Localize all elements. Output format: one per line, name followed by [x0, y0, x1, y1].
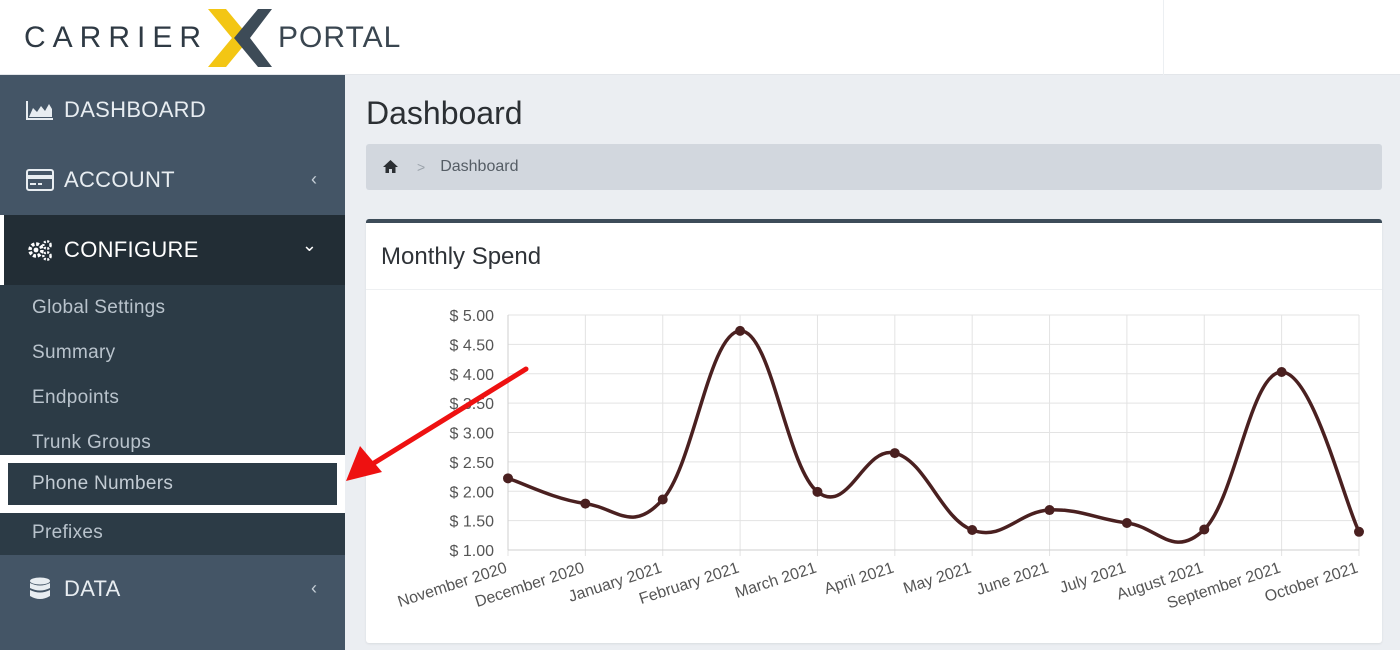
- y-tick-label: $ 4.00: [450, 367, 495, 384]
- sidebar-item-label: ACCOUNT: [64, 167, 175, 192]
- header-divider: [1163, 0, 1164, 75]
- submenu-item-summary[interactable]: Summary: [32, 341, 116, 363]
- logo-carrier-text: CARRIER: [24, 21, 209, 54]
- top-header: CARRIER PORTAL: [0, 0, 1400, 75]
- breadcrumb-separator: >: [417, 159, 426, 175]
- sidebar-item-configure[interactable]: CONFIGURE ⌄: [0, 215, 345, 285]
- chevron-left-icon: ‹: [311, 169, 317, 189]
- x-tick-label: April 2021: [822, 560, 896, 598]
- submenu-item-trunk-groups[interactable]: Trunk Groups: [32, 431, 152, 453]
- data-point: [503, 473, 513, 484]
- submenu-item-global-settings[interactable]: Global Settings: [32, 296, 166, 318]
- home-icon[interactable]: [382, 159, 400, 175]
- data-point: [812, 486, 823, 497]
- card-title: Monthly Spend: [381, 243, 542, 270]
- submenu-item-phone-numbers[interactable]: Phone Numbers: [8, 463, 337, 505]
- credit-card-icon: [25, 169, 55, 191]
- series-line: [507, 329, 1361, 544]
- y-tick-label: $ 2.00: [450, 484, 495, 501]
- red-annotation-arrow-icon: [346, 366, 529, 481]
- card-divider: [366, 289, 1382, 290]
- data-point: [1044, 505, 1055, 516]
- sidebar-item-label: DASHBOARD: [64, 97, 207, 122]
- y-tick-label: $ 1.00: [450, 543, 495, 560]
- x-tick-label: June 2021: [974, 560, 1050, 599]
- x-tick-label: May 2021: [901, 560, 973, 598]
- y-tick-label: $ 2.50: [450, 455, 495, 472]
- y-tick-label: $ 5.00: [450, 308, 495, 325]
- sidebar-item-label: DATA: [64, 576, 121, 601]
- data-point: [580, 498, 591, 509]
- data-point: [735, 325, 746, 336]
- y-tick-label: $ 1.50: [450, 514, 495, 531]
- gears-icon: [25, 239, 55, 261]
- phone-numbers-highlight-frame: Phone Numbers: [0, 455, 345, 513]
- sidebar-item-label: CONFIGURE: [64, 237, 199, 262]
- monthly-spend-chart: $ 5.00$ 4.50$ 4.00$ 3.50$ 3.00$ 2.50$ 2.…: [396, 308, 1364, 612]
- y-tick-label: $ 4.50: [450, 337, 495, 354]
- submenu-item-endpoints[interactable]: Endpoints: [32, 386, 120, 408]
- data-point: [889, 448, 900, 459]
- logo-portal-text: PORTAL: [278, 21, 402, 54]
- chevron-down-icon: ⌄: [301, 235, 317, 255]
- data-point: [967, 525, 978, 536]
- chevron-left-icon: ‹: [311, 578, 317, 598]
- page-title: Dashboard: [366, 95, 523, 131]
- sidebar: DASHBOARD ACCOUNT ‹ CONFIGURE ⌄ Global S…: [0, 75, 345, 650]
- configure-submenu: Global Settings Summary Endpoints Trunk …: [0, 285, 345, 555]
- area-chart-icon: [25, 99, 55, 121]
- carrierx-logo[interactable]: CARRIER PORTAL: [24, 8, 401, 68]
- breadcrumb-current: Dashboard: [440, 158, 519, 175]
- data-point: [1199, 524, 1210, 535]
- y-tick-label: $ 3.00: [450, 426, 495, 443]
- x-tick-label: March 2021: [733, 560, 819, 602]
- sidebar-item-data[interactable]: DATA ‹: [0, 554, 345, 624]
- data-point: [1354, 526, 1364, 537]
- data-point: [657, 494, 668, 505]
- database-icon: [25, 577, 55, 600]
- submenu-item-prefixes[interactable]: Prefixes: [32, 521, 104, 543]
- breadcrumb: > Dashboard: [366, 144, 1382, 190]
- sidebar-item-account[interactable]: ACCOUNT ‹: [0, 145, 345, 215]
- monthly-spend-card: Monthly Spend $ 5.00$ 4.50$ 4.00$ 3.50$ …: [366, 219, 1382, 643]
- data-point: [1276, 366, 1287, 377]
- data-point: [1121, 517, 1132, 528]
- sidebar-item-dashboard[interactable]: DASHBOARD: [0, 75, 345, 145]
- logo-x-mark-icon: [208, 9, 273, 67]
